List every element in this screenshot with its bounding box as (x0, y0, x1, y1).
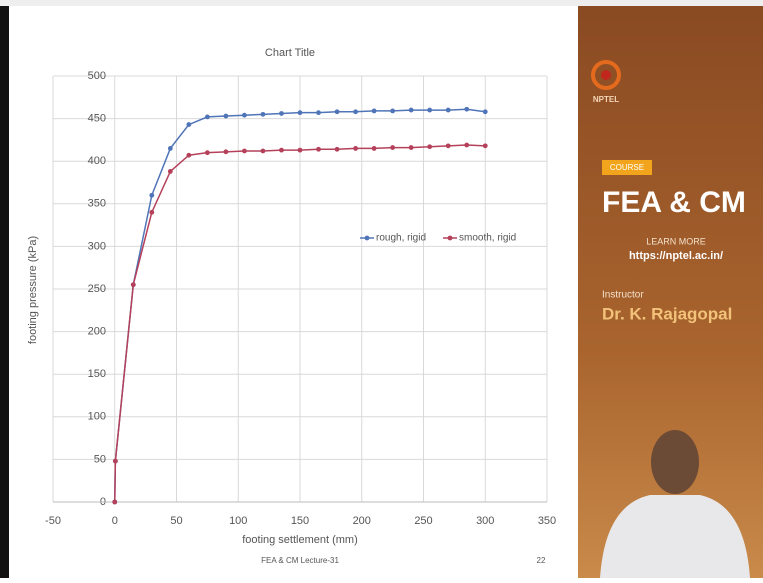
x-tick-label: -50 (45, 515, 61, 527)
legend-label: rough, rigid (376, 233, 426, 244)
x-tick-label: 100 (229, 515, 247, 527)
data-point (335, 109, 340, 114)
data-point (464, 107, 469, 112)
top-border (0, 0, 763, 6)
legend-marker (448, 236, 453, 241)
data-point (186, 122, 191, 127)
learn-more: LEARN MORE (646, 236, 706, 246)
data-point (261, 112, 266, 117)
course-title: FEA & CM (602, 186, 746, 219)
y-tick-label: 500 (88, 70, 106, 82)
footer-page: 22 (537, 556, 546, 565)
y-tick-label: 300 (88, 240, 106, 252)
data-point (205, 114, 210, 119)
y-tick-label: 450 (88, 113, 106, 125)
logo-core (601, 70, 611, 80)
data-point (372, 146, 377, 151)
data-point (390, 109, 395, 114)
data-point (372, 109, 377, 114)
url: https://nptel.ac.in/ (629, 250, 723, 262)
data-point (242, 149, 247, 154)
data-point (464, 143, 469, 148)
data-point (224, 149, 229, 154)
data-point (168, 169, 173, 174)
data-point (353, 146, 358, 151)
data-point (205, 150, 210, 155)
data-point (483, 143, 488, 148)
data-point (242, 113, 247, 118)
left-border (0, 0, 9, 578)
data-point (149, 193, 154, 198)
data-point (279, 148, 284, 153)
data-point (446, 108, 451, 113)
data-point (279, 111, 284, 116)
y-tick-label: 150 (88, 368, 106, 380)
data-point (112, 500, 117, 505)
data-point (131, 282, 136, 287)
data-point (390, 145, 395, 150)
badge-text: COURSE (610, 163, 644, 172)
data-point (113, 459, 118, 464)
data-point (409, 108, 414, 113)
data-point (483, 109, 488, 114)
data-point (261, 149, 266, 154)
footer-lecture: FEA & CM Lecture-31 (261, 556, 339, 565)
x-tick-label: 350 (538, 515, 556, 527)
x-tick-label: 300 (476, 515, 494, 527)
y-tick-label: 400 (88, 155, 106, 167)
x-tick-label: 200 (353, 515, 371, 527)
y-tick-label: 100 (88, 411, 106, 423)
data-point (353, 109, 358, 114)
x-tick-label: 0 (112, 515, 118, 527)
data-point (446, 143, 451, 148)
data-point (335, 147, 340, 152)
data-point (224, 114, 229, 119)
x-tick-label: 50 (170, 515, 182, 527)
legend-label: smooth, rigid (459, 233, 516, 244)
chart-title: Chart Title (265, 47, 315, 59)
instructor-label: Instructor (602, 290, 644, 301)
screen: NPTEL COURSE FEA & CM LEARN MORE https:/… (0, 0, 763, 578)
data-point (316, 110, 321, 115)
y-tick-label: 250 (88, 283, 106, 295)
legend-marker (365, 236, 370, 241)
data-point (316, 147, 321, 152)
data-point (168, 146, 173, 151)
person-head (651, 430, 699, 494)
data-point (298, 110, 303, 115)
x-tick-label: 150 (291, 515, 309, 527)
y-tick-label: 50 (94, 453, 106, 465)
data-point (149, 210, 154, 215)
data-point (427, 108, 432, 113)
x-tick-label: 250 (414, 515, 432, 527)
y-tick-label: 200 (88, 326, 106, 338)
data-point (409, 145, 414, 150)
data-point (427, 144, 432, 149)
x-axis-label: footing settlement (mm) (242, 534, 358, 546)
data-point (298, 148, 303, 153)
y-axis-label: footing pressure (kPa) (27, 236, 39, 344)
instructor-name: Dr. K. Rajagopal (602, 304, 732, 323)
data-point (186, 153, 191, 158)
y-tick-label: 350 (88, 198, 106, 210)
logo-text: NPTEL (593, 95, 619, 104)
